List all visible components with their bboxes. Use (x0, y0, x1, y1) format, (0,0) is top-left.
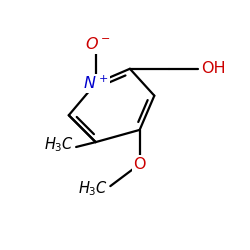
Text: $O^-$: $O^-$ (85, 36, 111, 52)
Text: $H_3C$: $H_3C$ (78, 179, 108, 198)
Text: $H_3C$: $H_3C$ (44, 135, 74, 154)
Text: $N^+$: $N^+$ (83, 75, 108, 92)
Text: OH: OH (201, 61, 226, 76)
Text: O: O (134, 156, 146, 172)
